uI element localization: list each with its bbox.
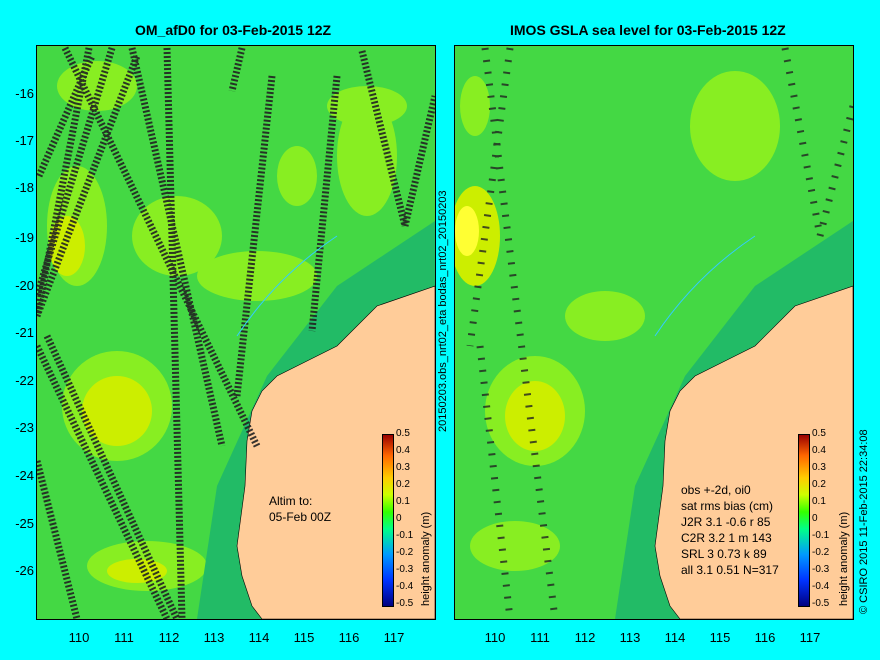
altim-note-line1: Altim to:: [269, 494, 313, 508]
lon-label-right: 111: [530, 630, 550, 645]
left-map-svg: [37, 46, 435, 619]
lon-label-right: 113: [619, 630, 641, 645]
right-map-svg: [455, 47, 853, 619]
lat-label: -21: [15, 325, 34, 340]
stats-line: SRL 3 0.73 k 89: [681, 547, 767, 561]
stats-line: obs +-2d, oi0: [681, 483, 751, 497]
altim-note-line2: 05-Feb 00Z: [269, 510, 332, 524]
lat-label: -25: [15, 516, 34, 531]
lat-label: -19: [15, 230, 34, 245]
lat-label: -26: [15, 563, 34, 578]
colorbar-tick: -0.2: [812, 547, 830, 558]
stats-line: sat rms bias (cm): [681, 499, 774, 513]
colorbar-tick: 0.4: [396, 445, 410, 456]
left-panel-title: OM_afD0 for 03-Feb-2015 12Z: [135, 22, 332, 38]
right-panel-title: IMOS GSLA sea level for 03-Feb-2015 12Z: [510, 22, 786, 38]
lon-label-left: 116: [338, 630, 360, 645]
colorbar-tick: 0.5: [396, 428, 410, 439]
left-map-panel: Altim to: 05-Feb 00Z: [36, 45, 436, 620]
colorbar-tick: -0.4: [396, 581, 414, 592]
colorbar-tick: 0: [396, 513, 402, 524]
right-map-panel: obs +-2d, oi0 sat rms bias (cm) J2R 3.1 …: [454, 45, 854, 620]
colorbar-tick: 0.2: [812, 479, 826, 490]
colorbar-tick: 0.2: [396, 479, 410, 490]
stats-line: J2R 3.1 -0.6 r 85: [681, 515, 771, 529]
lon-label-left: 112: [158, 630, 180, 645]
colorbar-tick: 0.1: [396, 496, 410, 507]
lon-label-right: 114: [664, 630, 686, 645]
lat-label: -18: [15, 180, 34, 195]
lon-label-right: 115: [709, 630, 731, 645]
copyright-label: © CSIRO 2015 11-Feb-2015 22:34:08: [858, 429, 870, 614]
lon-label-right: 117: [799, 630, 821, 645]
lat-label: -20: [15, 278, 34, 293]
contour-line: [236, 235, 338, 337]
lon-label-right: 112: [574, 630, 596, 645]
lon-label-left: 111: [114, 630, 134, 645]
colorbar-unit-right: height anomaly (m): [838, 511, 850, 606]
lat-label: -16: [15, 86, 34, 101]
colorbar-tick: 0.3: [396, 462, 410, 473]
lon-label-left: 115: [293, 630, 315, 645]
anomaly-field: [455, 71, 780, 571]
lon-label-left: 110: [68, 630, 90, 645]
lat-label: -22: [15, 373, 34, 388]
colorbar-tick: 0.3: [812, 462, 826, 473]
colorbar-tick: -0.4: [812, 581, 830, 592]
altimeter-tracks: [37, 46, 435, 619]
stats-line: all 3.1 0.51 N=317: [681, 563, 779, 577]
contour-line: [654, 235, 756, 337]
colorbar-tick: 0: [812, 513, 818, 524]
lon-label-left: 113: [203, 630, 225, 645]
colorbar-tick: -0.5: [812, 598, 830, 609]
middle-vertical-label: 20150203.obs_nrt02_eta bodas_nrt02_20150…: [437, 190, 449, 432]
colorbar-right: [798, 434, 810, 607]
colorbar-left: [382, 434, 394, 607]
observation-tracks: [466, 47, 853, 619]
colorbar-tick: -0.1: [396, 530, 414, 541]
colorbar-tick: 0.5: [812, 428, 826, 439]
colorbar-tick: 0.4: [812, 445, 826, 456]
colorbar-unit-left: height anomaly (m): [420, 511, 432, 606]
colorbar-tick: -0.5: [396, 598, 414, 609]
lat-label: -24: [15, 468, 34, 483]
colorbar-tick: -0.2: [396, 547, 414, 558]
colorbar-tick: 0.1: [812, 496, 826, 507]
lat-label: -23: [15, 420, 34, 435]
lon-label-left: 117: [383, 630, 405, 645]
colorbar-tick: -0.3: [396, 564, 414, 575]
colorbar-tick: -0.1: [812, 530, 830, 541]
lon-label-right: 116: [754, 630, 776, 645]
anomaly-field: [47, 61, 407, 591]
lon-label-left: 114: [248, 630, 270, 645]
lon-label-right: 110: [484, 630, 506, 645]
stats-line: C2R 3.2 1 m 143: [681, 531, 772, 545]
colorbar-tick: -0.3: [812, 564, 830, 575]
lat-label: -17: [15, 133, 34, 148]
